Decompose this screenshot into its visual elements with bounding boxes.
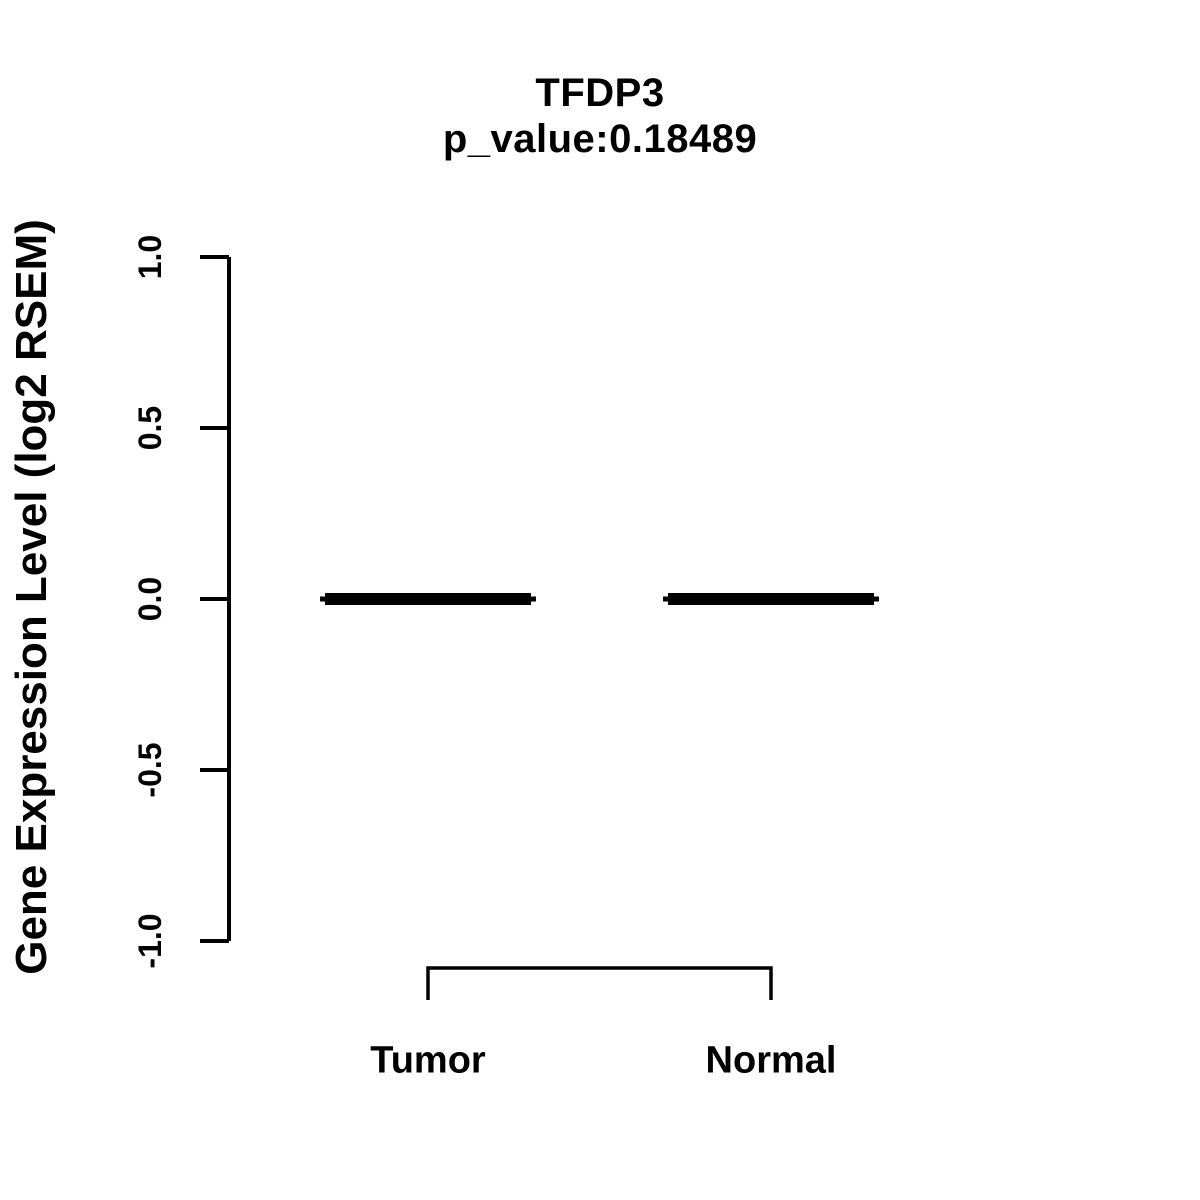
y-axis-tick-label-0: 1.0 <box>132 235 168 279</box>
y-axis-tick-label-4: -1.0 <box>132 913 168 968</box>
x-category-label-normal: Normal <box>705 1039 837 1082</box>
y-axis-tick-label-2: 0.0 <box>132 577 168 621</box>
whisker-cap-left-normal <box>663 596 669 602</box>
boxplot-median-normal <box>668 593 874 605</box>
comparison-bracket <box>426 966 773 1000</box>
whisker-cap-left-tumor <box>320 596 326 602</box>
title-block: TFDP3 p_value:0.18489 <box>0 70 1200 162</box>
chart-title: TFDP3 <box>535 71 665 115</box>
y-axis-tick-label-1: 0.5 <box>132 406 168 450</box>
whisker-cap-right-tumor <box>530 596 536 602</box>
whisker-cap-right-normal <box>873 596 879 602</box>
boxplot-median-tumor <box>325 593 531 605</box>
y-axis-tick-label-3: -0.5 <box>132 742 168 797</box>
x-category-label-tumor: Tumor <box>370 1039 486 1082</box>
chart-subtitle: p_value:0.18489 <box>442 117 758 161</box>
